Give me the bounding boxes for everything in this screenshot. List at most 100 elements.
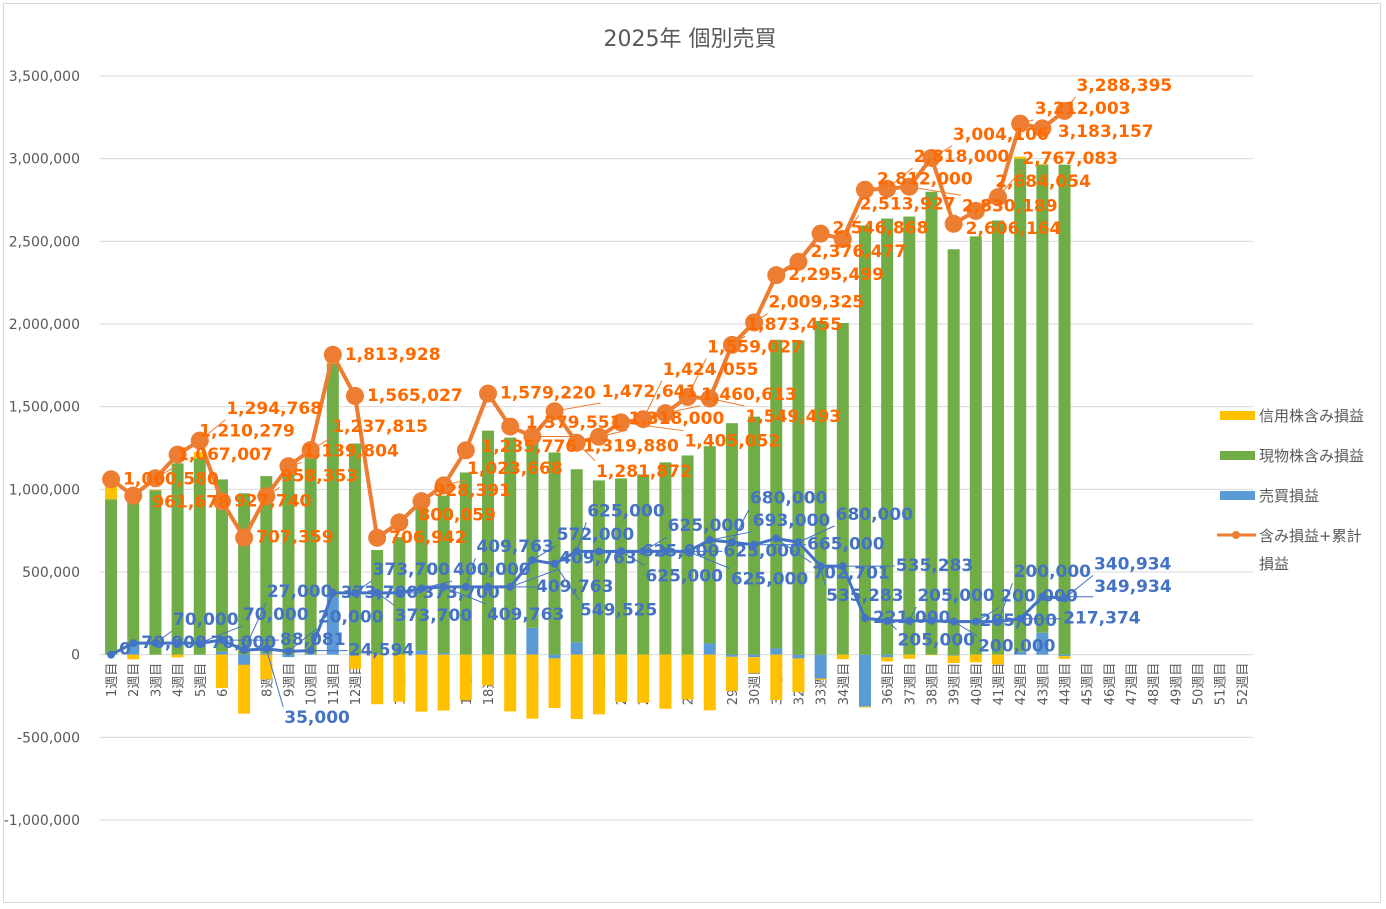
- orange-data-label: 1,379,551: [526, 413, 622, 433]
- x-tick-label: 34週目: [837, 663, 852, 706]
- blue-marker: [927, 616, 936, 625]
- bar-credit: [482, 654, 495, 686]
- bar-spot: [1014, 158, 1027, 652]
- x-tick-label: 12週目: [349, 663, 364, 706]
- bar-credit: [836, 654, 849, 660]
- bar-trade: [814, 654, 827, 679]
- blue-marker: [794, 538, 803, 547]
- blue-data-label: 680,000: [836, 505, 914, 525]
- blue-marker: [639, 547, 648, 556]
- bar-credit: [792, 658, 805, 693]
- bar-credit: [947, 655, 960, 664]
- bar-spot: [348, 443, 361, 655]
- orange-data-label: 1,813,928: [345, 345, 441, 365]
- blue-label-leader: [1064, 575, 1094, 599]
- blue-marker: [550, 559, 559, 568]
- x-tick-label: 50週目: [1192, 663, 1207, 706]
- blue-data-label: 217,374: [1063, 609, 1141, 629]
- orange-marker: [811, 224, 830, 243]
- orange-marker: [900, 177, 919, 196]
- x-tick-label: 49週目: [1169, 663, 1184, 706]
- orange-marker: [833, 230, 852, 249]
- x-tick-label: 5週目: [194, 663, 209, 697]
- orange-data-label: 2,818,000: [914, 147, 1010, 167]
- bar-spot: [947, 249, 960, 655]
- x-tick-label: 3週目: [149, 663, 164, 697]
- bar-credit: [770, 654, 783, 701]
- bar-spot: [127, 490, 140, 644]
- orange-data-label: 3,004,106: [953, 125, 1049, 145]
- blue-data-label: 680,000: [750, 488, 828, 508]
- blue-data-label: 70,000: [243, 605, 309, 625]
- blue-marker: [750, 540, 759, 549]
- bar-spot: [304, 454, 317, 654]
- blue-label-leader: [975, 607, 1000, 623]
- bar-trade: [748, 654, 761, 658]
- orange-marker: [678, 387, 697, 406]
- bar-trade: [260, 653, 273, 655]
- blue-marker: [173, 639, 182, 648]
- legend: 信用株含み損益 現物株含み損益 売買損益 含み損益+累計 損益: [1217, 407, 1364, 573]
- blue-marker: [1060, 594, 1069, 603]
- y-tick-label: 1,500,000: [9, 400, 80, 416]
- orange-marker: [456, 441, 475, 460]
- x-tick-label: 10週目: [305, 663, 320, 706]
- blue-data-label: 373,700: [373, 560, 451, 580]
- blue-label-leader: [465, 557, 476, 588]
- blue-data-label: 535,283: [896, 556, 973, 576]
- blue-data-label: 702,701: [812, 564, 889, 584]
- legend-label-spot: 現物株含み損益: [1259, 447, 1364, 465]
- bar-trade: [548, 654, 561, 659]
- bar-credit: [393, 654, 406, 702]
- orange-marker: [922, 148, 941, 167]
- bar-credit: [371, 654, 384, 705]
- x-tick-label: 51週目: [1214, 663, 1229, 706]
- blue-data-label: 409,763: [487, 605, 564, 625]
- y-tick-label: 2,000,000: [9, 317, 80, 333]
- blue-marker: [195, 639, 204, 648]
- orange-data-label: 1,060,580: [123, 469, 219, 489]
- blue-marker: [350, 588, 359, 597]
- orange-data-label: 2,812,000: [877, 170, 973, 190]
- blue-data-label: 373,700: [341, 583, 419, 603]
- orange-marker: [944, 214, 963, 233]
- blue-marker: [905, 616, 914, 625]
- blue-data-label: 693,000: [753, 511, 831, 531]
- blue-label-leader: [798, 525, 835, 543]
- bar-trade: [1014, 651, 1027, 655]
- orange-marker: [700, 389, 719, 408]
- bar-trade: [526, 627, 539, 655]
- bar-spot: [703, 446, 716, 644]
- blue-marker: [328, 588, 337, 597]
- orange-data-label: 706,942: [389, 528, 466, 548]
- bar-spot: [881, 218, 894, 655]
- orange-data-label: 1,294,768: [226, 399, 322, 419]
- orange-marker: [124, 486, 143, 505]
- orange-marker: [878, 179, 897, 198]
- legend-marker-total: [1232, 531, 1240, 539]
- x-tick-label: 9週目: [282, 663, 297, 697]
- blue-marker: [417, 584, 426, 593]
- orange-data-label: 928,391: [434, 481, 511, 501]
- bar-spot: [526, 440, 539, 628]
- blue-data-label: 549,525: [580, 601, 657, 621]
- bar-spot: [925, 191, 938, 655]
- blue-data-label: 88,081: [280, 630, 346, 650]
- blue-marker: [860, 614, 869, 623]
- orange-data-label: 1,873,455: [746, 315, 842, 335]
- bar-spot: [570, 469, 583, 643]
- blue-label-leader: [576, 522, 587, 552]
- orange-marker: [855, 180, 874, 199]
- bar-credit: [592, 654, 605, 715]
- bar-spot: [992, 220, 1005, 655]
- orange-marker: [767, 266, 786, 285]
- orange-marker: [612, 413, 631, 432]
- blue-marker: [262, 644, 271, 653]
- blue-data-label: 625,000: [668, 516, 746, 536]
- orange-data-label: 2,546,868: [833, 219, 929, 239]
- orange-data-label: 1,319,880: [583, 436, 679, 456]
- x-tick-label: 46週目: [1103, 663, 1118, 706]
- blue-data-label: 625,000: [731, 569, 809, 589]
- x-tick-label: 47週目: [1125, 663, 1140, 706]
- blue-data-label: 70,000: [173, 610, 239, 630]
